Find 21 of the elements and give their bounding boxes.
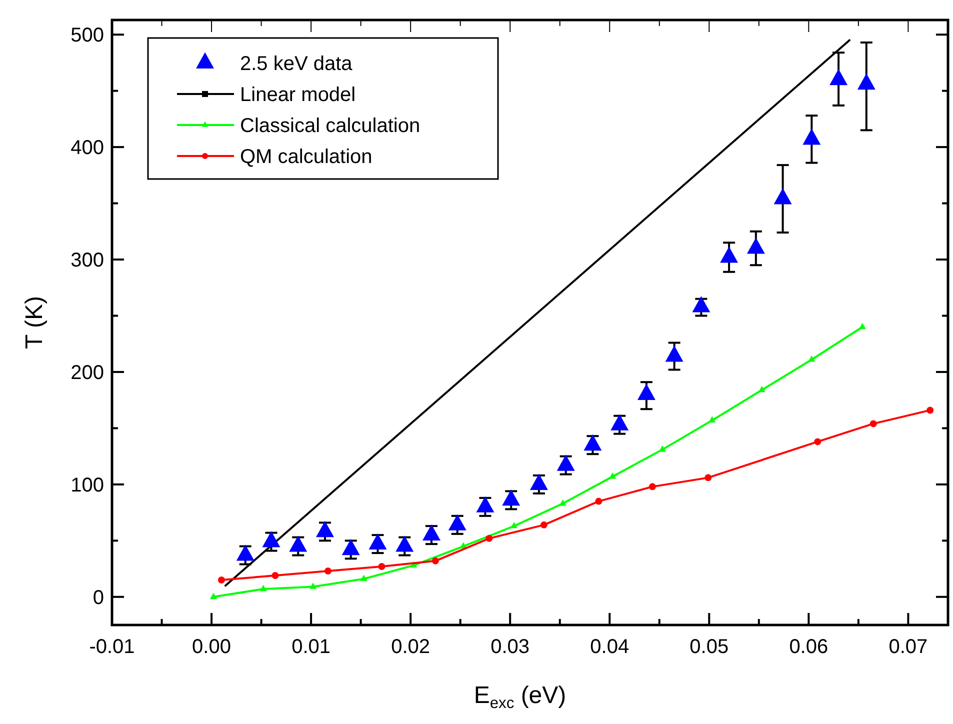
x-axis-title: E$_{exc}$ (eV): [474, 682, 566, 712]
x-tick-label: 0.06: [789, 636, 828, 658]
x-tick-label: 0.07: [888, 636, 928, 658]
x-tick-label: 0.01: [292, 636, 331, 658]
x-tick-label: 0.03: [490, 636, 530, 658]
y-tick-label: 0: [92, 586, 104, 609]
y-tick-label: 100: [70, 474, 104, 496]
x-tick-label: 0.04: [590, 636, 630, 658]
y-axis-title: T (K): [21, 296, 48, 349]
legend-label: Linear model: [240, 84, 356, 106]
y-tick-label: 400: [70, 137, 104, 160]
y-tick-label: 500: [70, 24, 104, 47]
y-tick-label: 300: [70, 250, 104, 272]
legend-label: QM calculation: [240, 146, 372, 168]
y-tick-label: 200: [70, 362, 104, 384]
x-tick-label: -0.01: [89, 636, 135, 658]
x-tick-label: 0.05: [690, 636, 729, 658]
text: 0.00: [192, 636, 231, 658]
x-tick-label: 0.02: [391, 636, 430, 658]
legend-label: Classical calculation: [240, 115, 420, 137]
legend-label: 2.5 keV data: [240, 53, 354, 75]
